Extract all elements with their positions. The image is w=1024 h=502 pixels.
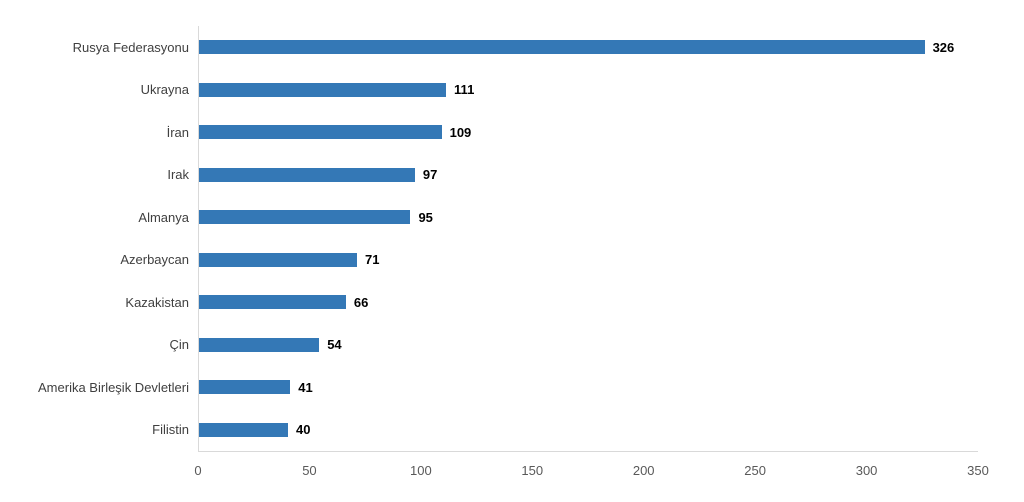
bar [199,422,289,437]
value-label: 97 [422,167,438,183]
x-axis-tick-label: 150 [521,463,544,478]
category-label: Amerika Birleşik Devletleri [38,379,189,395]
x-axis-tick-label: 250 [744,463,766,478]
value-label: 66 [353,294,369,310]
value-label: 109 [449,124,472,140]
value-label: 95 [418,209,433,225]
bar [199,210,411,225]
bar-row: Azerbaycan 71 [120,239,978,282]
category-label: Çin [169,337,189,353]
plot-area: Rusya Federasyonu 326 Ukrayna 111 İran 109 Ira… [38,26,978,452]
x-axis-tick-label: 50 [302,463,317,478]
x-axis: 0 50 100 150 200 250 300 350 [194,462,988,482]
category-label: Irak [167,167,189,183]
bar-row: Kazakistan 66 [125,281,978,324]
bar-row: Filistin 40 [152,409,978,452]
category-label: Kazakistan [125,294,189,310]
bar-row: Irak 97 [167,154,978,197]
bar [199,252,358,267]
value-label: 326 [932,39,955,55]
bar [199,82,447,97]
bar-row: Almanya 95 [138,196,978,239]
category-label: Almanya [138,209,189,225]
x-axis-tick-label: 0 [194,463,202,478]
bar-row: Çin 54 [169,324,978,367]
bar-row: Amerika Birleşik Devletleri 41 [38,366,978,409]
bar [199,337,320,352]
category-label: Ukrayna [140,82,189,98]
bar-row: Rusya Federasyonu 326 [73,26,978,69]
category-label: Filistin [152,422,189,438]
value-label: 40 [296,422,311,438]
bar [199,40,925,55]
x-axis-tick-label: 350 [967,463,989,478]
value-label: 71 [365,252,380,268]
bar-row: Ukrayna 111 [141,69,978,112]
x-axis-tick-label: 200 [632,463,655,478]
bar [199,167,415,182]
bar-row: İran 109 [167,111,978,154]
category-label: İran [166,124,189,140]
category-label: Azerbaycan [120,252,189,268]
x-axis-tick-label: 100 [409,463,432,478]
bar [199,380,291,395]
value-label: 41 [298,379,313,395]
value-label: 111 [454,82,475,98]
category-label: Rusya Federasyonu [72,39,189,55]
x-axis-tick-label: 300 [855,463,878,478]
value-label: 54 [327,337,342,353]
bar [199,295,346,310]
bar [199,125,442,140]
